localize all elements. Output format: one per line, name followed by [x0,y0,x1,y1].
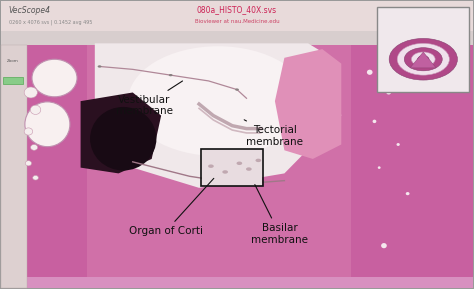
Ellipse shape [90,107,156,171]
Ellipse shape [373,120,376,123]
Ellipse shape [406,192,410,195]
Text: 0260 x 4076 svs | 0.1452 avg 495: 0260 x 4076 svs | 0.1452 avg 495 [9,20,92,25]
Text: Basilar
membrane: Basilar membrane [251,185,308,245]
FancyBboxPatch shape [1,45,473,288]
FancyBboxPatch shape [1,45,87,288]
FancyBboxPatch shape [351,45,473,288]
FancyBboxPatch shape [3,77,23,84]
Circle shape [169,74,173,76]
Ellipse shape [32,59,77,97]
Text: 55: 55 [402,8,409,13]
FancyBboxPatch shape [377,7,469,92]
FancyBboxPatch shape [1,31,473,45]
Ellipse shape [381,243,387,248]
Bar [202,149,262,186]
FancyBboxPatch shape [1,45,473,288]
Text: 080a_HISTO_40X.svs: 080a_HISTO_40X.svs [197,5,277,14]
Polygon shape [95,43,341,188]
Polygon shape [410,52,436,68]
Ellipse shape [30,105,41,114]
Circle shape [237,162,242,165]
Ellipse shape [30,144,37,150]
FancyBboxPatch shape [1,277,473,288]
Polygon shape [275,49,341,159]
Bar [201,149,263,186]
Circle shape [411,52,435,66]
FancyBboxPatch shape [1,45,27,288]
Circle shape [208,164,214,168]
Ellipse shape [367,70,373,75]
Polygon shape [81,92,161,173]
Ellipse shape [128,46,308,156]
Ellipse shape [25,161,31,166]
Text: Vestibular
membrane: Vestibular membrane [116,81,182,116]
Circle shape [255,159,261,162]
Text: VecScope4: VecScope4 [9,5,51,15]
Circle shape [246,167,252,171]
Circle shape [98,65,101,68]
Circle shape [235,88,239,91]
Ellipse shape [378,166,381,169]
Circle shape [418,56,429,63]
Text: Tectorial
membrane: Tectorial membrane [244,120,303,147]
Ellipse shape [24,87,37,98]
Circle shape [397,43,449,75]
Circle shape [404,48,442,71]
Text: Zoom: Zoom [7,59,19,63]
Ellipse shape [24,128,33,135]
Circle shape [389,38,457,80]
Ellipse shape [386,90,391,95]
Ellipse shape [33,175,38,180]
Ellipse shape [396,143,400,146]
Text: Bioviewer at nau.Medicine.edu: Bioviewer at nau.Medicine.edu [195,19,279,24]
FancyBboxPatch shape [1,1,473,32]
Circle shape [222,170,228,174]
Ellipse shape [25,102,70,147]
Text: Organ of Corti: Organ of Corti [129,178,214,236]
